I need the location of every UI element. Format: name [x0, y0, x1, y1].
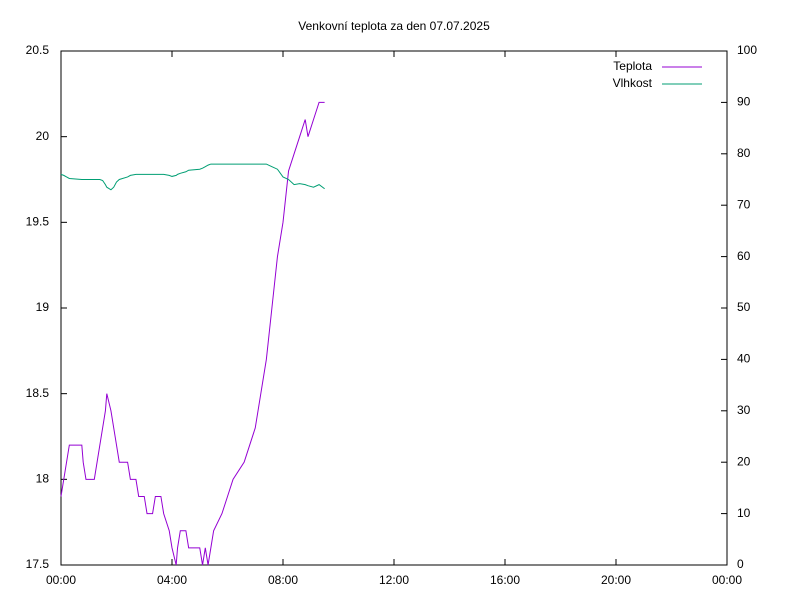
x-tick-label: 16:00	[490, 573, 520, 587]
y-tick-label: 20.5	[26, 43, 50, 57]
x-tick-label: 00:00	[712, 573, 742, 587]
y2-tick-label: 60	[737, 249, 751, 263]
legend-label: Teplota	[613, 59, 652, 73]
series-line	[60, 163, 325, 191]
legend-label: Vlhkost	[613, 76, 653, 90]
y2-tick-label: 30	[737, 403, 751, 417]
y2-tick-label: 0	[737, 557, 744, 571]
y2-tick-label: 20	[737, 454, 751, 468]
y2-tick-label: 100	[737, 43, 757, 57]
y2-tick-label: 70	[737, 197, 751, 211]
x-tick-label: 12:00	[379, 573, 409, 587]
plot-border	[60, 50, 728, 566]
y2-tick-label: 90	[737, 95, 751, 109]
y2-tick-label: 10	[737, 506, 751, 520]
x-tick-label: 04:00	[157, 573, 187, 587]
x-tick-label: 00:00	[46, 573, 76, 587]
series-line	[60, 101, 325, 566]
y-tick-label: 18	[36, 472, 50, 486]
y2-tick-label: 80	[737, 146, 751, 160]
y-tick-label: 17.5	[26, 557, 50, 571]
y-tick-label: 20	[36, 129, 50, 143]
chart-title: Venkovní teplota za den 07.07.2025	[298, 19, 490, 33]
y-tick-label: 19.5	[26, 215, 50, 229]
y-tick-label: 19	[36, 300, 50, 314]
x-tick-label: 20:00	[601, 573, 631, 587]
y2-tick-label: 40	[737, 352, 751, 366]
y-tick-label: 18.5	[26, 386, 50, 400]
y2-tick-label: 50	[737, 300, 751, 314]
x-tick-label: 08:00	[268, 573, 298, 587]
